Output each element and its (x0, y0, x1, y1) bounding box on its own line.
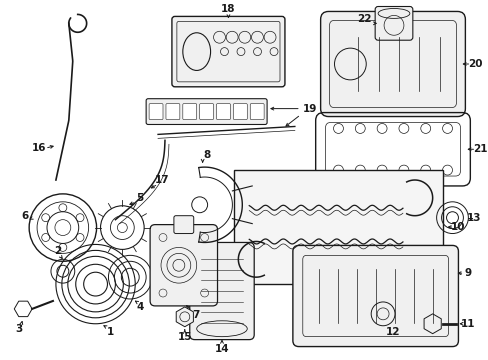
Circle shape (370, 302, 394, 326)
FancyBboxPatch shape (320, 12, 465, 117)
FancyBboxPatch shape (149, 104, 163, 120)
FancyBboxPatch shape (216, 104, 230, 120)
Text: 21: 21 (472, 144, 487, 154)
FancyBboxPatch shape (183, 104, 196, 120)
Text: 12: 12 (385, 327, 400, 337)
Ellipse shape (377, 9, 409, 18)
Text: 16: 16 (32, 143, 46, 153)
FancyBboxPatch shape (146, 99, 266, 125)
FancyBboxPatch shape (292, 246, 458, 347)
Ellipse shape (196, 321, 247, 337)
Text: 14: 14 (214, 343, 229, 354)
Text: 1: 1 (106, 327, 114, 337)
FancyBboxPatch shape (172, 17, 285, 87)
Text: 6: 6 (21, 211, 29, 221)
Text: 19: 19 (302, 104, 316, 114)
FancyBboxPatch shape (250, 104, 264, 120)
Text: 22: 22 (356, 14, 371, 24)
Text: 15: 15 (177, 332, 192, 342)
Text: 4: 4 (136, 302, 143, 312)
Text: 3: 3 (16, 324, 23, 334)
Text: 13: 13 (466, 213, 481, 223)
Bar (234, 170, 442, 284)
Text: 11: 11 (460, 319, 475, 329)
Text: 9: 9 (464, 268, 471, 278)
Text: 20: 20 (467, 59, 482, 69)
Text: 2: 2 (54, 246, 61, 256)
Text: 17: 17 (154, 175, 169, 185)
FancyBboxPatch shape (165, 104, 180, 120)
FancyBboxPatch shape (174, 216, 193, 234)
FancyBboxPatch shape (199, 104, 213, 120)
FancyBboxPatch shape (233, 104, 247, 120)
FancyBboxPatch shape (374, 6, 412, 40)
Text: 5: 5 (136, 193, 143, 203)
Text: 8: 8 (203, 150, 210, 160)
FancyBboxPatch shape (189, 243, 254, 339)
Text: 10: 10 (450, 222, 465, 232)
FancyBboxPatch shape (150, 225, 217, 306)
Text: 18: 18 (221, 4, 235, 14)
Text: 7: 7 (192, 310, 199, 320)
